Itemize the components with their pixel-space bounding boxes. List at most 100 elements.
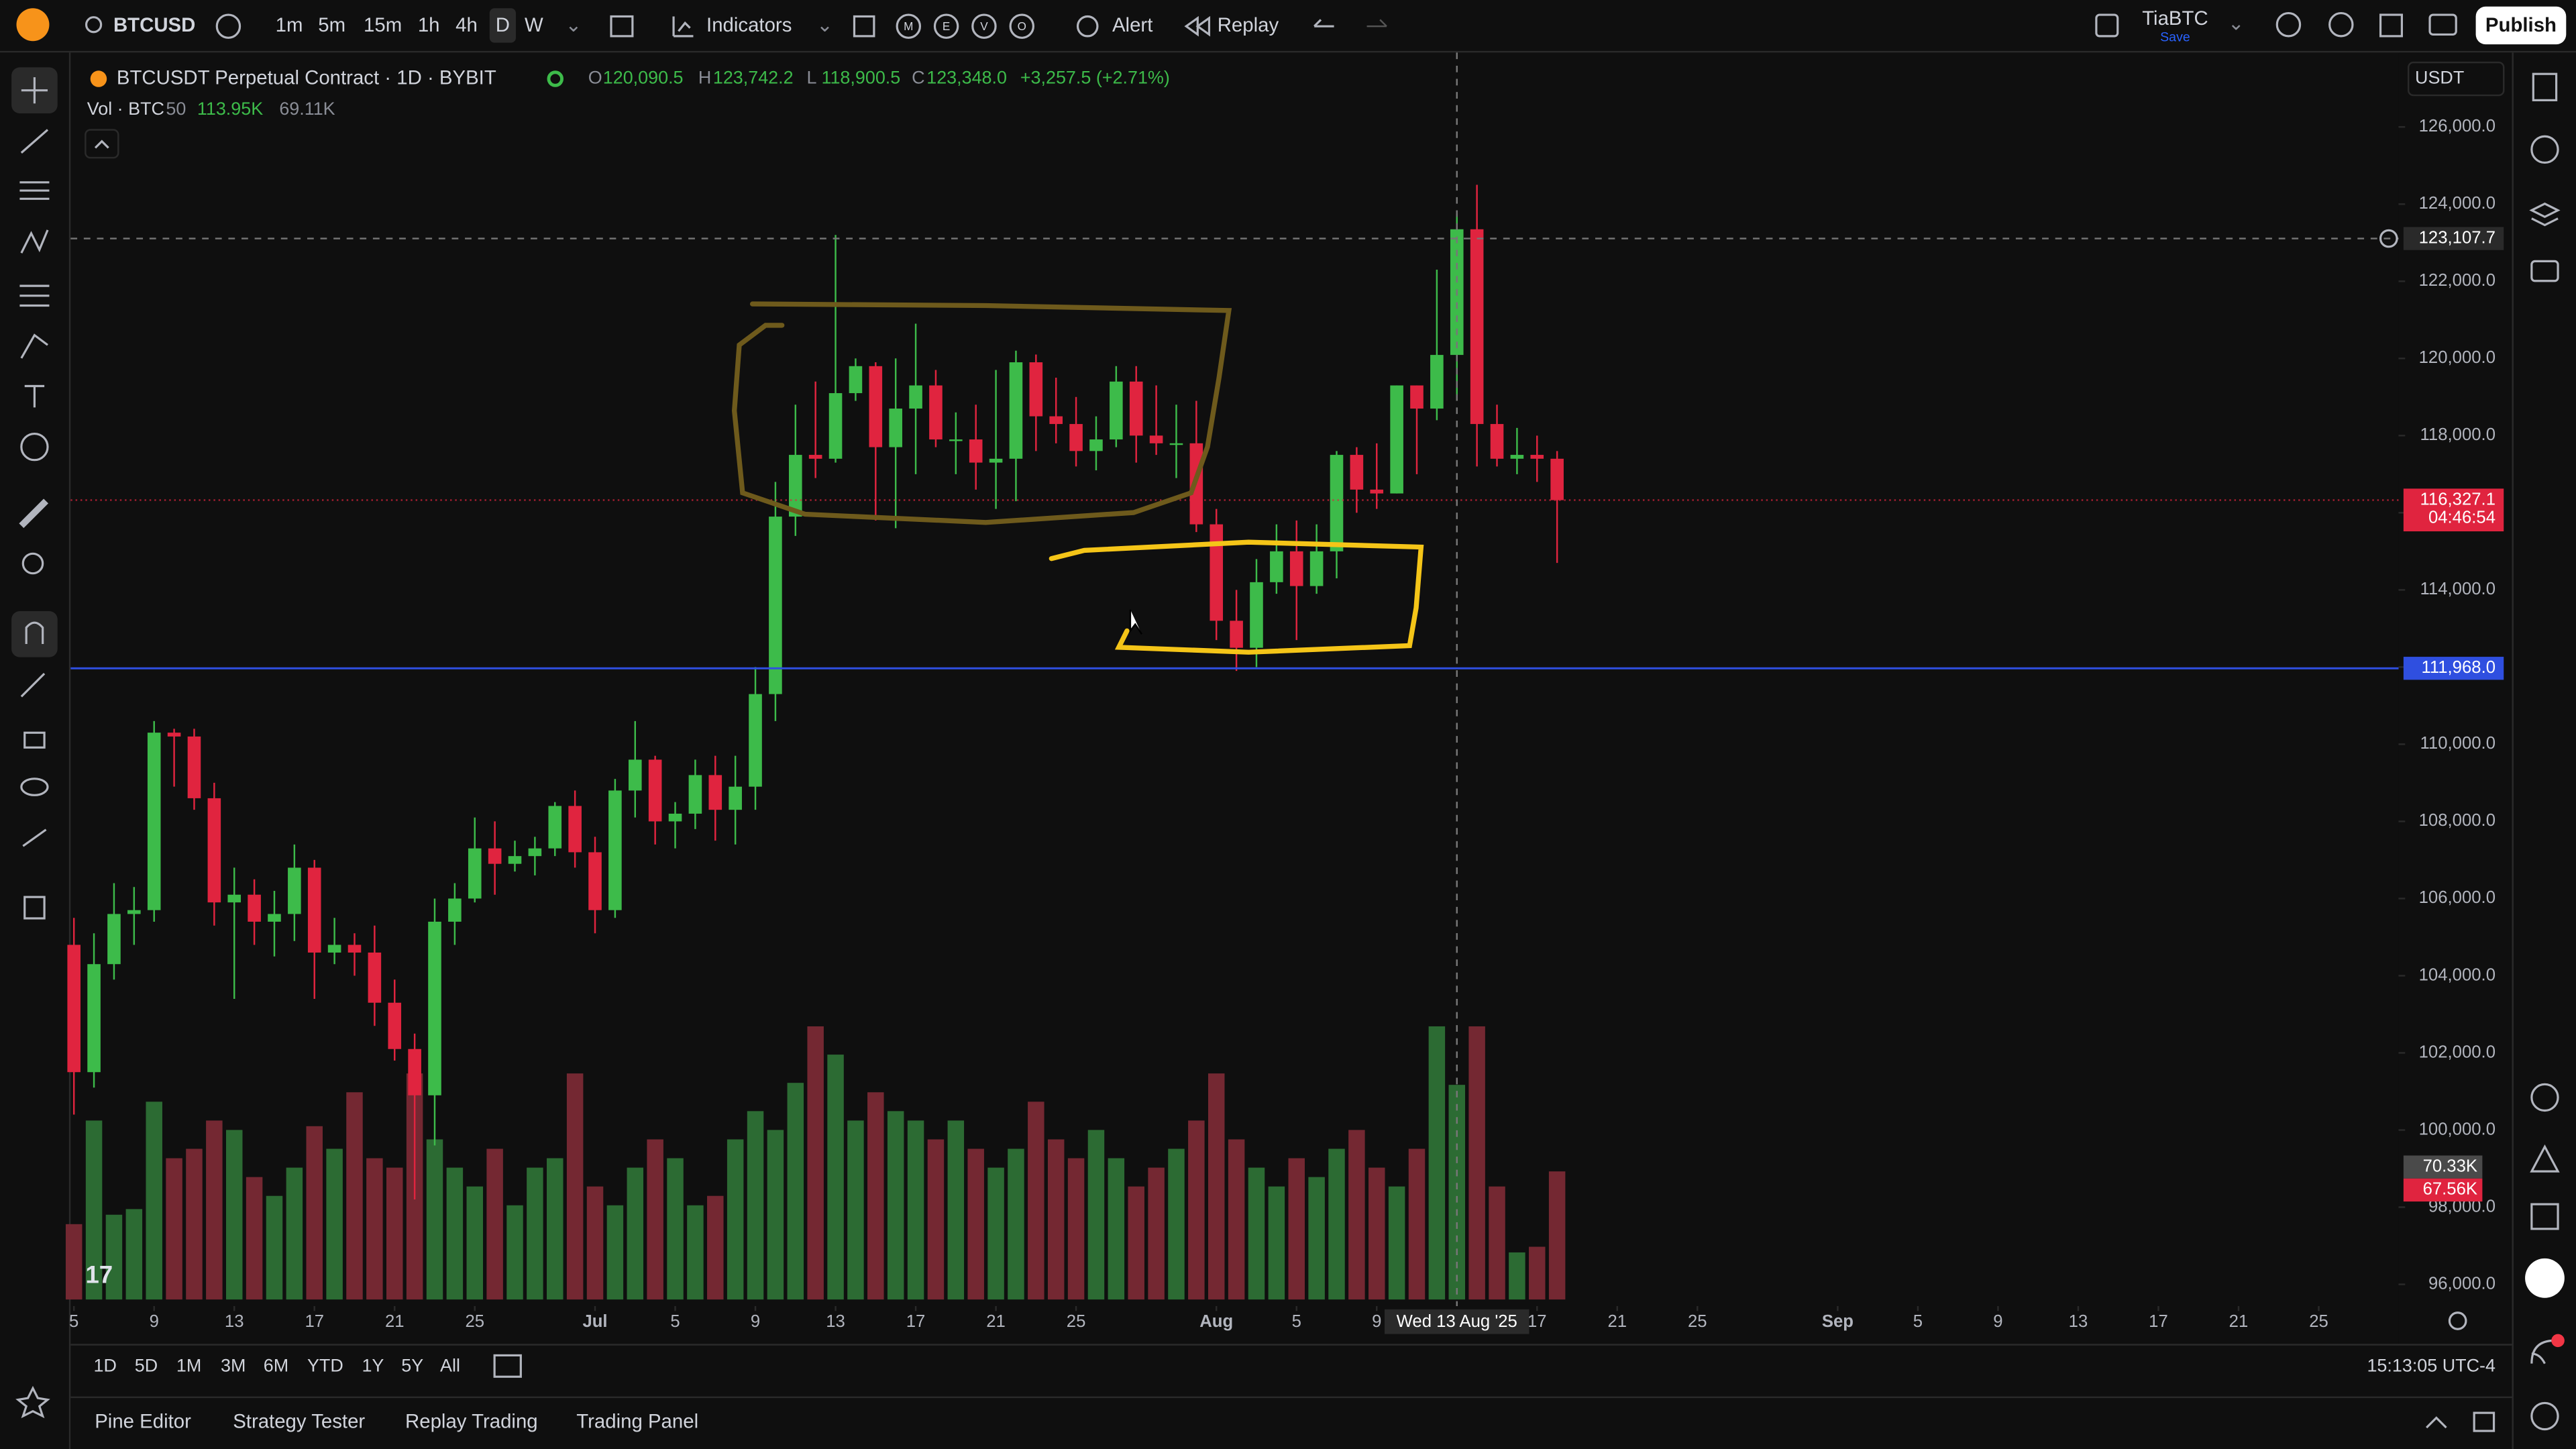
time-range[interactable]: 6M <box>264 1356 288 1376</box>
pattern-tool[interactable] <box>20 229 49 254</box>
link-tool[interactable] <box>22 828 47 847</box>
replay[interactable]: Replay <box>1218 14 1279 36</box>
trend-line-tool[interactable] <box>20 129 49 154</box>
alerts[interactable] <box>2530 135 2559 164</box>
time-range[interactable]: 5Y <box>401 1356 423 1376</box>
interval[interactable]: 4h <box>455 14 478 36</box>
indicators-icon[interactable] <box>672 16 694 38</box>
maximize-panel[interactable] <box>2473 1411 2496 1432</box>
x-tick-label: 9 <box>150 1312 159 1331</box>
indicators-menu[interactable]: ⌄ <box>816 14 833 36</box>
publish[interactable]: Publish <box>2485 14 2557 36</box>
interval-menu[interactable]: ⌄ <box>565 14 582 36</box>
template-icon[interactable] <box>933 13 959 39</box>
logo[interactable] <box>16 8 50 42</box>
volume-bar <box>246 1177 263 1300</box>
layers[interactable] <box>2529 202 2561 227</box>
drawn-box[interactable] <box>732 301 1232 525</box>
volume-bar <box>326 1148 343 1300</box>
quick-search[interactable] <box>2275 12 2302 38</box>
search-icon[interactable] <box>85 16 103 34</box>
volume-bar <box>1028 1102 1044 1300</box>
text-tool[interactable] <box>24 384 45 408</box>
volume-bar <box>446 1167 464 1300</box>
go-to-date[interactable] <box>493 1354 522 1378</box>
interval[interactable]: 5m <box>318 14 345 36</box>
time-range[interactable]: 5D <box>135 1356 158 1376</box>
interval[interactable]: 1h <box>418 14 440 36</box>
layouts[interactable] <box>853 15 875 38</box>
template[interactable]: V <box>980 19 988 33</box>
brush-tool[interactable] <box>20 333 48 359</box>
settings[interactable] <box>2328 12 2354 38</box>
lock-tool[interactable] <box>23 731 46 749</box>
ruler-tool[interactable] <box>19 498 49 529</box>
zoom-tool[interactable] <box>21 552 44 575</box>
template-icon[interactable] <box>1009 13 1034 39</box>
panel-tab[interactable]: Replay Trading <box>405 1411 538 1433</box>
replay-icon[interactable] <box>1184 15 1211 37</box>
template[interactable]: E <box>943 19 950 33</box>
add-alert[interactable] <box>2379 229 2398 248</box>
candle-body <box>167 733 181 737</box>
layout-menu[interactable]: ⌄ <box>2228 13 2245 35</box>
panel-tab[interactable]: Trading Panel <box>576 1411 698 1433</box>
panel-tab[interactable]: Pine Editor <box>95 1411 191 1433</box>
calendar[interactable] <box>2530 1203 2559 1230</box>
volume-bar <box>1388 1186 1405 1300</box>
time-range[interactable]: YTD <box>307 1356 343 1376</box>
indicators[interactable]: Indicators <box>706 14 792 36</box>
help[interactable] <box>2530 1401 2559 1431</box>
drawn-box-highlight[interactable] <box>1049 539 1424 655</box>
fullscreen[interactable] <box>2379 13 2403 38</box>
snapshot[interactable] <box>2428 13 2457 36</box>
add-symbol[interactable] <box>215 13 241 39</box>
delete-tool[interactable] <box>23 896 46 920</box>
undo[interactable] <box>1313 19 1334 28</box>
template[interactable]: O <box>1018 19 1026 33</box>
ideas[interactable] <box>2530 1144 2560 1173</box>
apps[interactable] <box>2525 1258 2565 1298</box>
target[interactable] <box>2530 1083 2559 1112</box>
save-status[interactable]: Save <box>2160 30 2190 44</box>
chart-type[interactable] <box>610 15 634 38</box>
interval[interactable]: W <box>525 14 543 36</box>
alert[interactable]: Alert <box>1112 14 1152 36</box>
watchlist[interactable] <box>2532 72 2558 101</box>
time-range[interactable]: 1D <box>94 1356 117 1376</box>
redo[interactable] <box>1366 19 1387 28</box>
time-range[interactable]: 1Y <box>362 1356 384 1376</box>
hide-tool[interactable] <box>20 777 49 796</box>
expand-panel[interactable] <box>2426 1416 2447 1429</box>
magnet-tool[interactable] <box>25 621 44 644</box>
time-range[interactable]: 3M <box>221 1356 246 1376</box>
favorites[interactable] <box>15 1385 50 1419</box>
interval[interactable]: 1m <box>276 14 303 36</box>
symbol[interactable]: BTCUSD <box>113 14 195 36</box>
collapse-legend[interactable] <box>85 129 119 159</box>
template-icon[interactable] <box>971 13 997 39</box>
template-icon[interactable] <box>896 13 922 39</box>
currency[interactable]: USDT <box>2415 68 2464 88</box>
template[interactable]: M <box>904 19 913 33</box>
candle-body <box>388 1002 402 1049</box>
time-range[interactable]: All <box>440 1356 460 1376</box>
panel-tab[interactable]: Strategy Tester <box>233 1411 365 1433</box>
time-range[interactable]: 1M <box>176 1356 201 1376</box>
icon-tool[interactable] <box>20 432 49 462</box>
fib-tool[interactable] <box>19 181 50 200</box>
crosshair-tool[interactable] <box>21 77 48 104</box>
currency-box[interactable] <box>2407 61 2505 97</box>
drawing-mode[interactable] <box>20 672 46 698</box>
stream[interactable] <box>2530 1339 2555 1364</box>
interval[interactable]: D <box>496 14 510 36</box>
tv-logo[interactable]: 17 <box>85 1261 113 1289</box>
interval[interactable]: 15m <box>364 14 402 36</box>
publish-button[interactable] <box>2475 6 2567 45</box>
forecast-tool[interactable] <box>19 284 50 307</box>
alert-icon[interactable] <box>1076 15 1099 38</box>
axis-settings[interactable] <box>2448 1311 2467 1330</box>
chat[interactable] <box>2530 260 2559 282</box>
layout-icon[interactable] <box>2095 13 2119 38</box>
user-name[interactable]: TiaBTC <box>2142 7 2208 30</box>
